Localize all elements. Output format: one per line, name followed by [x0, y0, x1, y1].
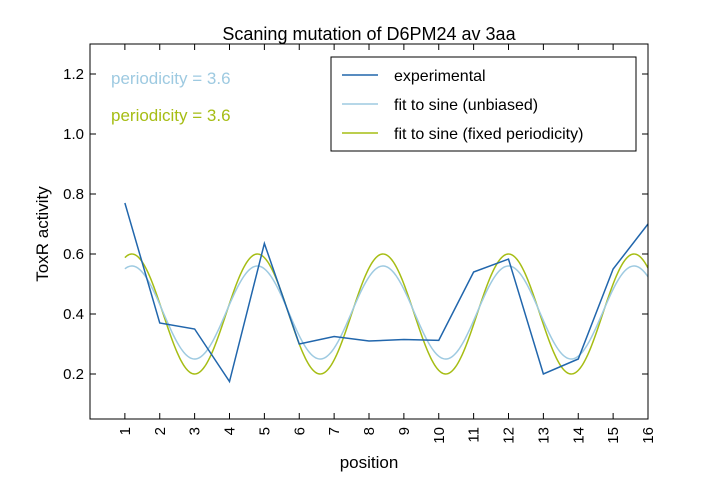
legend-box: [330, 56, 637, 152]
ticks-layer: 1 2 3 4 5 6 7 8 9 10 11 12 13 14 15 160.20.40.60.81.01.…: [63, 44, 657, 444]
legend-label: fit to sine (fixed periodicity): [394, 126, 583, 143]
legend-label: fit to sine (unbiased): [394, 97, 538, 114]
series-line-1: [124, 202, 648, 384]
y-tick-label: 1.0: [63, 126, 84, 143]
y-tick-label: 0.2: [63, 366, 84, 383]
legend: experimental fit to sine (unbiased) fit to…: [330, 56, 637, 152]
x-tick-label: 6: [291, 427, 308, 435]
series-line-2: [124, 265, 648, 360]
x-tick-label: 15: [605, 427, 622, 444]
x-axis-label: position: [340, 453, 399, 472]
annotation-layer: periodicity = 3.6 periodicity = 3.6: [111, 69, 231, 125]
x-tick-label: 7: [326, 427, 343, 435]
x-tick-label: 3: [187, 427, 204, 435]
periodicity-annotation: periodicity = 3.6: [111, 69, 231, 88]
y-tick-label: 0.4: [63, 306, 84, 323]
series-line-3: [124, 253, 648, 375]
legend-label: experimental: [394, 68, 486, 85]
x-tick-label: 4: [222, 427, 239, 435]
x-tick-label: 2: [152, 427, 169, 435]
x-tick-label: 12: [501, 427, 518, 444]
x-tick-label: 5: [256, 427, 273, 435]
x-tick-label: 10: [431, 427, 448, 444]
chart-title: Scaning mutation of D6PM24 av 3aa: [222, 24, 516, 44]
y-tick-label: 0.8: [63, 186, 84, 203]
y-tick-label: 0.6: [63, 246, 84, 263]
y-axis-label: ToxR activity: [33, 186, 52, 282]
x-tick-label: 1: [117, 427, 134, 435]
x-tick-label: 14: [570, 427, 587, 444]
y-tick-label: 1.2: [63, 66, 84, 83]
periodicity-annotation: periodicity = 3.6: [111, 106, 231, 125]
x-tick-label: 11: [466, 427, 483, 443]
x-tick-label: 16: [640, 427, 657, 444]
x-tick-label: 8: [361, 427, 378, 435]
x-tick-label: 9: [396, 427, 413, 435]
series-layer: [124, 202, 648, 384]
x-tick-label: 13: [535, 427, 552, 444]
